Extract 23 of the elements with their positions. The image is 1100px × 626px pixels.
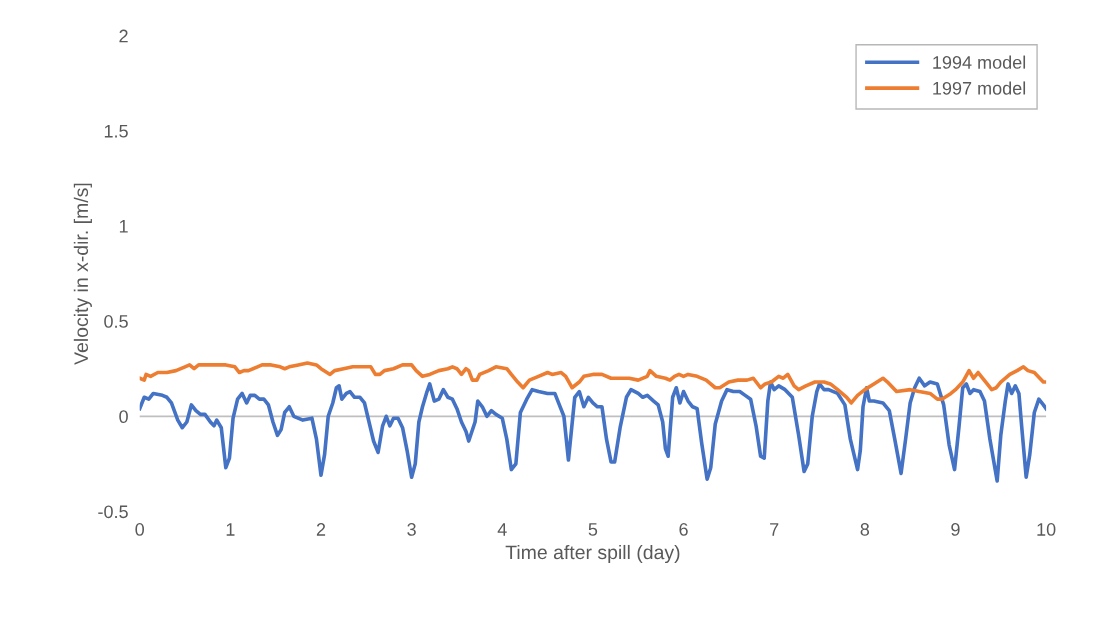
y-tick-label: 2: [119, 29, 128, 43]
y-tick-label: -0.5: [98, 505, 128, 519]
legend-label: 1994 model: [933, 55, 1026, 69]
x-tick-label: 3: [407, 523, 416, 536]
y-axis-title: Velocity in x-dir. [m/s]: [73, 183, 92, 365]
x-tick-label: 7: [770, 523, 779, 536]
x-tick-label: 4: [497, 523, 507, 536]
x-tick-label: 0: [135, 523, 145, 536]
y-tick-label: 1: [119, 220, 128, 233]
y-tick-label: 0.5: [104, 315, 128, 328]
y-tick-label: 0: [119, 410, 128, 424]
x-tick-label: 8: [860, 523, 870, 536]
x-tick-label: 2: [316, 523, 326, 536]
x-tick-label: 6: [679, 523, 688, 536]
x-axis-title: Time after spill (day): [505, 544, 680, 564]
y-tick-label: 1.5: [104, 124, 128, 138]
line-series: [139, 361, 1047, 405]
line-series: [139, 376, 1047, 483]
x-tick-label: 5: [588, 523, 598, 536]
x-tick-label: 9: [951, 523, 960, 536]
x-tick-label: 1: [226, 523, 235, 536]
x-tick-label: 10: [1037, 523, 1056, 536]
legend-label: 1997 model: [933, 81, 1026, 95]
